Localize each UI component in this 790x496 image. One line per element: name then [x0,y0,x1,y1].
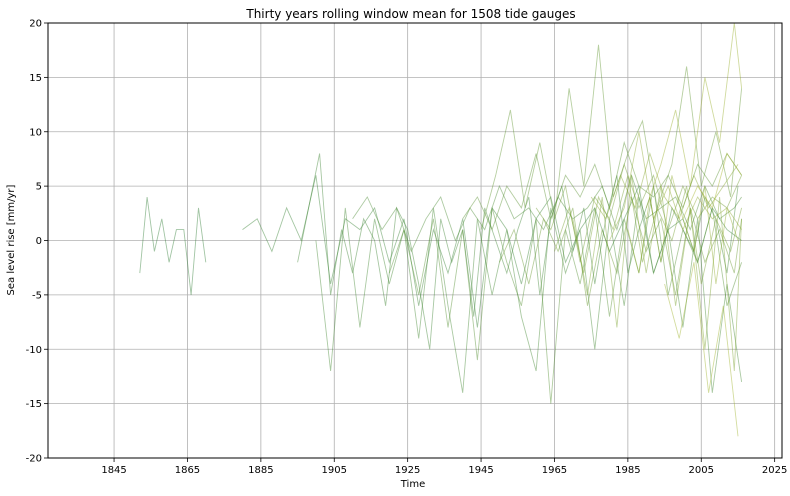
series-line [139,196,207,295]
series-line [498,196,743,306]
series-line [590,151,739,220]
x-tick-label: 1985 [615,465,640,476]
y-axis: 20 15 10 5 0 -5 -10 -15 -20 [26,19,48,465]
y-tick-label: 0 [36,236,42,247]
x-tick-label: 1845 [101,465,126,476]
y-tick-label: -5 [32,290,42,301]
y-tick-label: 5 [36,182,42,193]
x-axis-title: Time [400,479,425,490]
series-line [645,22,743,209]
series-line [609,131,742,241]
series-line [664,262,739,437]
y-tick-label: -10 [26,345,42,356]
series-line [627,175,739,285]
y-tick-label: -15 [26,399,42,410]
series-line [388,186,743,404]
x-axis: 1845 1865 1885 1905 1925 1945 1965 1985 2005 2025 [101,458,787,476]
x-tick-label: 2025 [762,465,787,476]
series-layer [139,22,743,437]
x-tick-label: 1965 [542,465,567,476]
series-line [480,44,743,230]
series-line [352,173,742,253]
series-line [297,153,739,350]
y-tick-label: 15 [29,73,42,84]
x-tick-label: 1885 [248,465,273,476]
y-axis-title: Sea level rise [mm/yr] [6,184,17,295]
x-tick-label: 1865 [175,465,200,476]
series-line [535,162,743,263]
x-tick-label: 1905 [322,465,347,476]
series-line [682,152,742,219]
y-tick-label: -20 [26,454,42,465]
series-line [572,175,743,372]
chart-title: Thirty years rolling window mean for 150… [245,7,575,21]
x-tick-label: 1945 [468,465,493,476]
series-line [554,175,743,285]
series-line [462,140,742,231]
x-tick-label: 2005 [689,465,714,476]
x-tick-label: 1925 [395,465,420,476]
y-tick-label: 10 [29,127,42,138]
y-tick-label: 20 [29,19,42,30]
series-line [242,175,742,328]
series-line [315,196,743,393]
